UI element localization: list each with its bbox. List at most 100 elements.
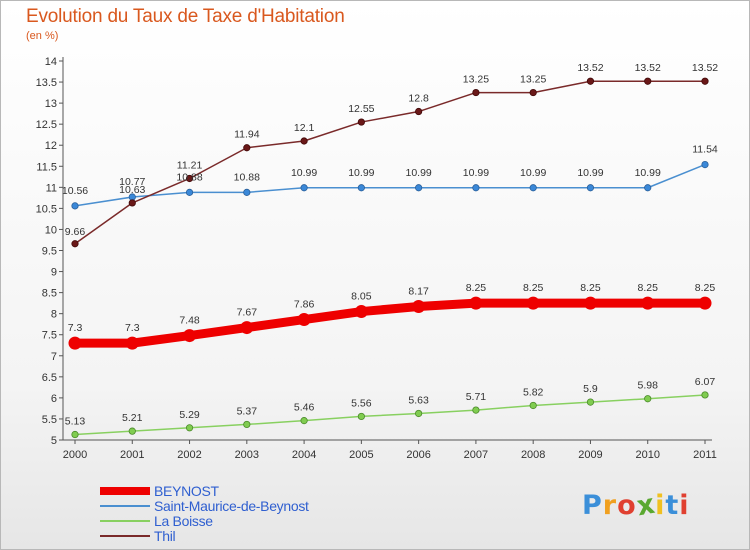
data-label: 10.99: [635, 167, 661, 179]
data-label: 10.99: [348, 167, 374, 179]
data-point: [472, 88, 480, 97]
data-label: 8.05: [351, 291, 372, 303]
x-tick-label: 2010: [635, 449, 659, 461]
data-label: 5.56: [351, 397, 372, 409]
data-label: 11.54: [692, 144, 718, 156]
data-point: [412, 300, 426, 314]
data-label: 5.13: [65, 416, 86, 428]
data-label: 10.99: [405, 167, 431, 179]
data-label: 8.25: [523, 282, 544, 294]
data-point: [644, 77, 652, 85]
data-point: [128, 427, 136, 435]
data-point: [529, 88, 537, 97]
data-point: [185, 424, 194, 432]
x-tick-label: 2005: [349, 449, 373, 461]
legend-swatch: [100, 535, 150, 537]
data-label: 10.99: [577, 167, 603, 179]
x-tick-label: 2007: [464, 449, 488, 461]
data-label: 7.67: [237, 307, 258, 319]
legend-label: BEYNOST: [154, 483, 219, 499]
data-label: 7.86: [294, 299, 315, 311]
x-tick-label: 2003: [235, 449, 259, 461]
data-point: [300, 184, 308, 192]
data-label: 5.21: [122, 412, 143, 424]
y-tick-label: 7.5: [42, 330, 57, 342]
data-point: [243, 420, 251, 429]
y-tick-label: 5.5: [42, 414, 57, 426]
data-point: [71, 240, 79, 248]
data-label: 12.8: [408, 93, 429, 105]
data-label: 10.88: [234, 171, 260, 183]
y-tick-label: 8: [51, 309, 57, 321]
x-tick-label: 2011: [693, 449, 717, 461]
data-point: [701, 160, 709, 169]
data-label: 8.25: [466, 282, 487, 294]
data-label: 5.82: [523, 386, 544, 398]
y-tick-label: 11.5: [36, 161, 57, 173]
data-point: [357, 184, 365, 192]
data-label: 13.52: [692, 62, 718, 74]
data-label: 13.52: [635, 62, 661, 74]
data-point: [529, 401, 537, 410]
data-point: [243, 144, 251, 152]
y-tick-label: 9: [51, 267, 57, 279]
data-point: [185, 188, 194, 196]
legend-swatch: [100, 505, 150, 507]
data-point: [698, 296, 712, 310]
data-point: [71, 430, 79, 439]
data-label: 13.25: [463, 74, 489, 86]
data-point: [128, 199, 136, 207]
y-tick-label: 12.5: [36, 119, 57, 131]
data-point: [297, 313, 311, 327]
y-tick-label: 13.5: [36, 77, 57, 89]
legend-swatch: [100, 487, 150, 495]
data-point: [243, 188, 251, 196]
data-label: 13.52: [577, 62, 603, 74]
data-label: 9.66: [65, 226, 86, 238]
data-point: [125, 336, 139, 350]
series-line-0: [70, 298, 710, 348]
data-label: 5.29: [179, 409, 200, 421]
data-label: 10.88: [176, 171, 202, 183]
data-label: 5.37: [237, 405, 258, 417]
data-point: [300, 417, 308, 425]
series-line-2: [74, 394, 706, 436]
data-point: [71, 202, 79, 210]
data-label: 7.3: [68, 322, 83, 334]
data-point: [529, 184, 537, 192]
data-point: [185, 174, 194, 183]
data-label: 5.46: [294, 402, 315, 414]
series-line-1: [74, 163, 706, 207]
x-tick-label: 2001: [120, 449, 144, 461]
data-label: 7.48: [179, 315, 200, 327]
data-point: [701, 77, 709, 85]
data-point: [357, 412, 365, 421]
x-tick-label: 2008: [521, 449, 545, 461]
chart-subtitle: (en %): [26, 30, 59, 42]
data-point: [240, 321, 254, 335]
x-tick-label: 2009: [578, 449, 602, 461]
data-label: 5.98: [638, 380, 659, 392]
y-tick-label: 11: [46, 182, 57, 194]
y-tick-label: 5: [51, 435, 57, 447]
data-point: [586, 184, 595, 192]
data-point: [469, 296, 483, 310]
data-label: 8.25: [695, 282, 716, 294]
data-label: 12.55: [348, 103, 374, 115]
data-label: 5.63: [408, 394, 429, 406]
data-point: [701, 391, 709, 399]
y-tick-label: 7: [51, 351, 57, 363]
y-tick-label: 10.5: [36, 203, 57, 215]
x-tick-label: 2004: [292, 449, 316, 461]
data-point: [641, 296, 655, 310]
legend-label: Thil: [154, 528, 176, 544]
x-tick-label: 2002: [177, 449, 201, 461]
y-tick-label: 10: [45, 224, 57, 236]
data-point: [183, 329, 197, 343]
data-point: [300, 137, 308, 145]
y-tick-label: 13: [45, 98, 57, 110]
series-line-3: [74, 80, 706, 245]
y-tick-label: 9.5: [42, 246, 57, 258]
data-point: [644, 395, 652, 403]
